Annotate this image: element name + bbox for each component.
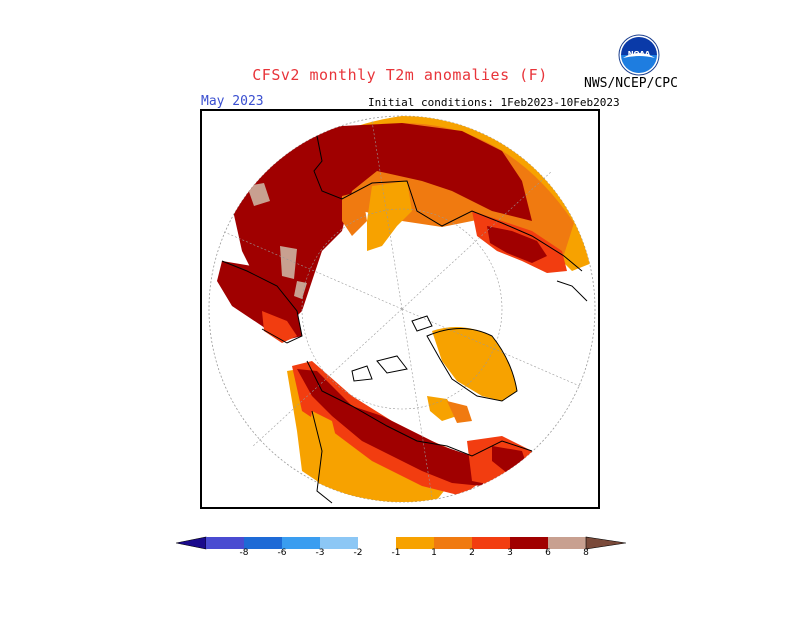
map-title: CFSv2 monthly T2m anomalies (F) — [252, 66, 548, 84]
colorbar-swatch — [510, 537, 548, 549]
asia-anomaly-8f-3 — [294, 281, 307, 299]
colorbar-tick-label: -1 — [391, 548, 401, 558]
noaa-logo-icon: NOAA — [618, 34, 660, 76]
colorbar-swatch — [358, 537, 396, 549]
polar-map — [208, 115, 596, 504]
colorbar-swatch — [320, 537, 358, 549]
greenland-anomaly-1f — [432, 327, 517, 401]
north-america-anomaly-6f — [297, 369, 492, 486]
colorbar-swatch — [244, 537, 282, 549]
asia-anomaly-8f — [247, 183, 270, 206]
polar-map-frame — [200, 109, 600, 509]
colorbar-tick-label: 6 — [545, 548, 551, 558]
colorbar-arrow-low — [176, 536, 207, 550]
colorbar-swatch — [548, 537, 586, 549]
colorbar-swatch — [206, 537, 244, 549]
colorbar-tick-label: -2 — [353, 548, 363, 558]
colorbar — [176, 536, 626, 566]
colorbar-tick-label: 1 — [431, 548, 437, 558]
colorbar-tick-label: 8 — [583, 548, 589, 558]
colorbar-tick-label: -6 — [277, 548, 287, 558]
svg-text:NOAA: NOAA — [628, 50, 651, 58]
arctic-canada-anomaly-2f — [447, 401, 472, 423]
colorbar-arrow-high — [585, 536, 626, 550]
coastlines — [221, 135, 588, 504]
siberia-anomaly-6f — [487, 226, 547, 263]
arctic-europe-anomaly-1f — [367, 181, 412, 251]
eurasia-anomaly-6f — [232, 123, 532, 331]
colorbar-tick-label: -8 — [239, 548, 249, 558]
arctic-canada-anomaly-1f — [427, 396, 457, 421]
colorbar-swatch — [396, 537, 434, 549]
colorbar-swatch — [282, 537, 320, 549]
colorbar-tick-label: 3 — [507, 548, 513, 558]
colorbar-swatch — [472, 537, 510, 549]
graticule — [221, 120, 583, 498]
agency-label: NWS/NCEP/CPC — [584, 76, 678, 91]
colorbar-swatches — [176, 536, 626, 550]
asia-anomaly-8f-2 — [280, 246, 297, 279]
colorbar-swatch — [434, 537, 472, 549]
forecast-month: May 2023 — [201, 94, 264, 109]
colorbar-tick-label: 2 — [469, 548, 475, 558]
south-asia-anomaly-3f — [262, 311, 297, 343]
initial-conditions: Initial conditions: 1Feb2023-10Feb2023 — [368, 96, 620, 109]
colorbar-tick-label: -3 — [315, 548, 325, 558]
